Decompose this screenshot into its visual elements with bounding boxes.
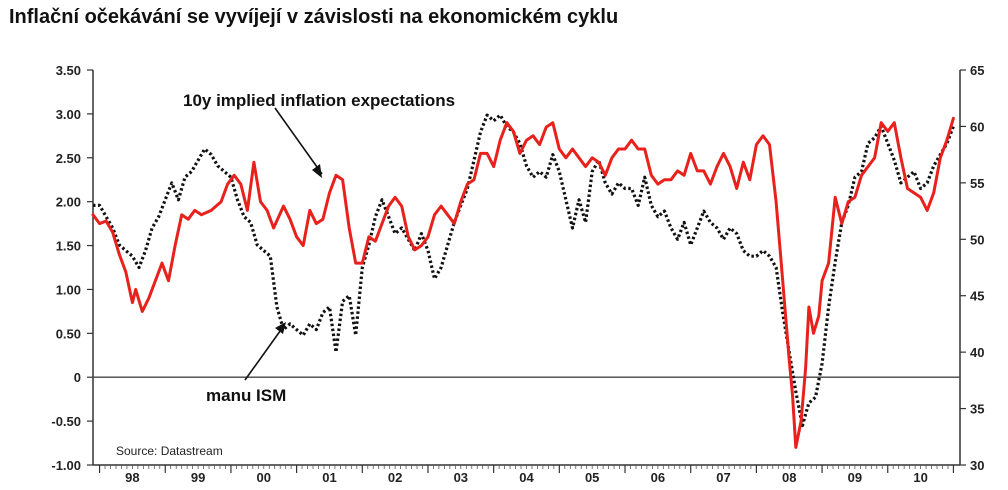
x-tick-label: 05 [585,470,599,485]
annotation-arrow-ism [244,326,284,381]
right-tick-label: 40 [970,345,984,360]
left-tick-label: 2.50 [56,151,81,166]
right-tick-label: 50 [970,232,984,247]
x-tick-label: 08 [782,470,796,485]
x-tick-label: 03 [454,470,468,485]
annotation-manu-ism: manu ISM [206,386,286,405]
left-tick-label: 3.00 [56,107,81,122]
page-title: Inflační očekávání se vyvíjejí v závislo… [9,6,619,28]
x-tick-label: 01 [322,470,336,485]
x-tick-label: 00 [257,470,271,485]
annotation-arrowhead-ism [275,322,286,334]
left-tick-label: -0.50 [51,414,81,429]
x-tick-label: 98 [125,470,139,485]
left-tick-label: 1.50 [56,239,81,254]
x-tick-label: 07 [716,470,730,485]
left-axis: -1.00 -0.50 0 0.50 1.00 1.50 2.00 2.50 3.00 3.50 [51,63,93,473]
annotations: 10y implied inflation expectations manu … [116,91,455,458]
right-axis: 30 35 40 45 50 55 60 65 [960,63,984,473]
x-tick-label: 10 [913,470,927,485]
left-tick-label: 0.50 [56,326,81,341]
left-tick-label: 2.00 [56,195,81,210]
x-tick-label: 02 [388,470,402,485]
left-tick-label: -1.00 [51,458,81,473]
annotation-arrow-inflation [274,107,323,175]
x-tick-label: 06 [651,470,665,485]
right-tick-label: 65 [970,63,984,78]
right-tick-label: 55 [970,176,984,191]
x-tick-label: 09 [848,470,862,485]
series-group [91,113,955,449]
left-tick-label: 1.00 [56,282,81,297]
x-axis: 98 99 00 01 02 03 04 05 06 07 08 09 10 [98,465,955,485]
annotation-inflation-expectations: 10y implied inflation expectations [183,91,455,110]
plot-frame [92,70,961,466]
left-tick-label: 0 [74,370,81,385]
x-tick-label: 99 [191,470,205,485]
right-tick-label: 45 [970,289,984,304]
x-tick-label: 04 [519,470,534,485]
annotation-arrowhead-inflation [312,164,322,178]
right-tick-label: 60 [970,119,984,134]
right-tick-label: 30 [970,458,984,473]
source-note: Source: Datastream [116,444,223,458]
left-tick-label: 3.50 [56,63,81,78]
right-tick-label: 35 [970,402,984,417]
series-inflation-expectations-line [91,116,955,449]
series-manu-ism-line [93,113,955,428]
